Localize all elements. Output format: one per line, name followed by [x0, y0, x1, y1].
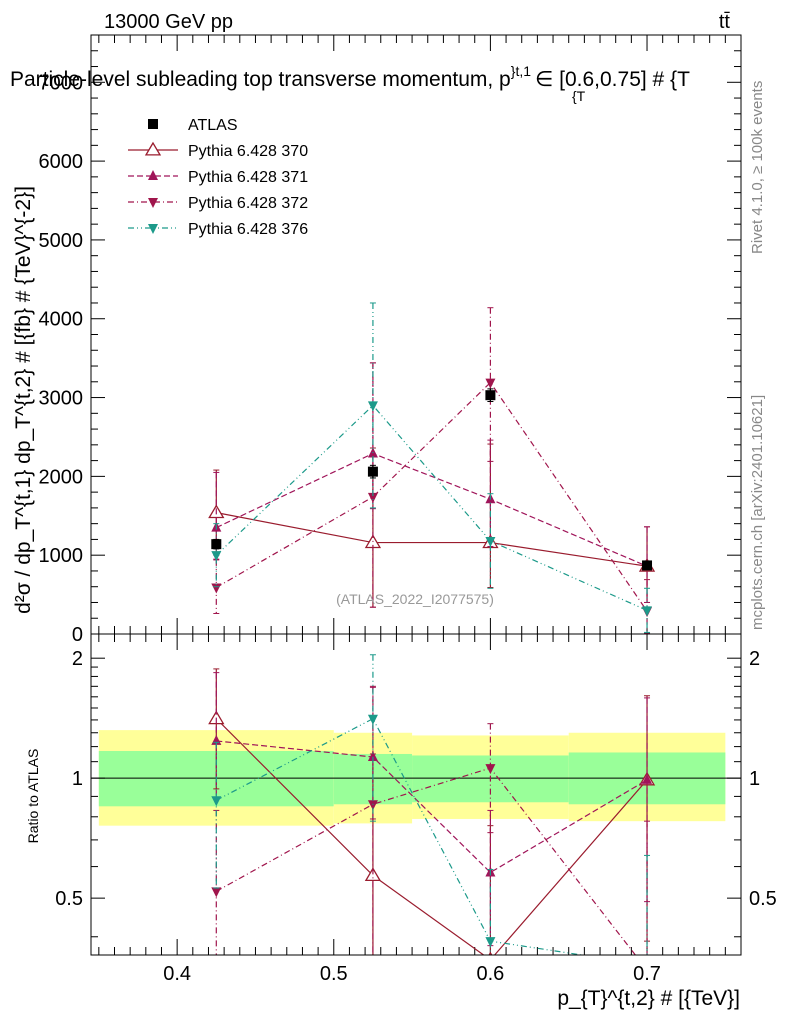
ratio-xtick-label: 0.7: [633, 963, 661, 985]
main-ytick-label: 1000: [39, 545, 84, 567]
main-ytick-label: 3000: [39, 388, 84, 410]
main-point-p376: [367, 401, 378, 412]
side-rivet-label: Rivet 4.1.0, ≥ 100k events: [749, 81, 766, 254]
ratio-ytick-label-right: 2: [749, 648, 760, 670]
ratio-line-p376: [216, 717, 586, 955]
legend-marker-p376: [148, 224, 158, 234]
ratio-point-p372: [485, 764, 496, 775]
main-point-p372: [211, 583, 222, 594]
legend-marker-p370: [144, 141, 162, 156]
plot-title-sub: {T: [572, 88, 586, 104]
ratio-ytick-label-right: 1: [749, 768, 760, 790]
main-point-atlas: [211, 539, 222, 550]
ratio-ytick-label: 2: [72, 648, 83, 670]
main-line-p371: [216, 452, 648, 567]
ratio-panel: 0.5 0.5 1 1 2 2 0.4 0.5 0.6 0.7: [55, 634, 777, 985]
ratio-point-p370: [488, 951, 493, 955]
svg-text:Particle-level subleading top: Particle-level subleading top transverse…: [10, 63, 690, 91]
ratio-xtick-label: 0.4: [163, 963, 191, 985]
ratio-point-p376: [485, 937, 496, 948]
ratio-point-p371: [642, 773, 653, 784]
ratio-series-p376: [211, 654, 651, 955]
header-process-label: 13000 GeV pp: [104, 11, 233, 33]
main-series-atlas: [211, 388, 653, 571]
main-ytick-label: 2000: [39, 466, 84, 488]
legend-label-p371: Pythia 6.428 371: [188, 169, 308, 186]
legend-item-atlas: ATLAS: [148, 117, 238, 134]
side-mcplots-text: mcplots.cern.ch [arXiv:2401.10621]: [749, 395, 766, 630]
ratio-point-p376: [211, 796, 222, 807]
main-ytick-label: 0: [72, 624, 83, 646]
main-point-atlas: [485, 390, 496, 401]
main-panel: 0 1000 2000 3000 4000 5000 6000 7000: [39, 35, 741, 646]
ratio-point-p372: [367, 800, 378, 811]
plot-title-main: Particle-level subleading top transverse…: [10, 68, 511, 91]
legend: ATLAS Pythia 6.428 370 Pythia 6.428 371 Pyt…: [128, 117, 308, 238]
ratio-xtick-label: 0.6: [476, 963, 504, 985]
ratio-series-group: [208, 654, 656, 955]
main-point-p376: [211, 551, 222, 562]
main-point-p376: [642, 606, 653, 617]
main-line-p376: [215, 404, 648, 611]
ratio-ytick-label: 1: [72, 768, 83, 790]
main-series-p371: [211, 362, 653, 603]
ratio-ylabel: Ratio to ATLAS: [25, 749, 41, 844]
plot-title-sup: }: [511, 63, 516, 79]
legend-label-p376: Pythia 6.428 376: [188, 221, 308, 238]
ratio-line-p372: [216, 767, 637, 955]
ratio-point-p372: [211, 887, 222, 898]
plot-title-rest: ∈ [0.6,0.75] # {T: [535, 68, 690, 91]
main-point-p376: [485, 536, 496, 547]
legend-label-p372: Pythia 6.428 372: [188, 195, 308, 212]
main-ytick-label: 5000: [39, 230, 84, 252]
ratio-xtick-label: 0.5: [320, 963, 348, 985]
ratio-point-p376: [367, 714, 378, 725]
legend-item-p371: Pythia 6.428 371: [128, 169, 308, 186]
main-series-group: [208, 302, 656, 634]
ratio-ytick-label: 0.5: [55, 888, 83, 910]
legend-item-p372: Pythia 6.428 372: [128, 195, 308, 212]
main-series-p372: [211, 307, 653, 634]
ratio-xlabel: p_{T}^{t,2} # [{TeV}]: [557, 987, 740, 1010]
main-point-p372: [367, 492, 378, 503]
legend-marker-p371: [148, 170, 158, 180]
ratio-ylabel-text: Ratio to ATLAS: [25, 749, 41, 844]
ratio-ytick-label-right: 0.5: [749, 888, 777, 910]
plot-title: Particle-level subleading top transverse…: [10, 63, 690, 104]
main-ylabel-text: d²σ / dp_T^{t,1} dp_T^{t,2} # [{fb} # {T…: [12, 186, 35, 614]
side-mcplots-label: mcplots.cern.ch [arXiv:2401.10621]: [749, 395, 766, 630]
main-ytick-label: 7000: [39, 72, 84, 94]
main-point-atlas: [367, 466, 378, 477]
legend-marker-p372: [148, 198, 158, 208]
main-point-atlas: [642, 560, 653, 571]
ratio-line-p371: [216, 740, 648, 874]
analysis-watermark: (ATLAS_2022_I2077575): [336, 591, 494, 607]
main-line-p372: [216, 381, 648, 612]
legend-marker-atlas: [148, 119, 158, 129]
legend-item-p370: Pythia 6.428 370: [128, 141, 308, 160]
main-ytick-label: 4000: [39, 309, 84, 331]
plot-title-sup2: t,1: [515, 63, 531, 79]
ratio-series-p372: [211, 685, 651, 955]
main-line-p370: [216, 512, 648, 567]
legend-label-p370: Pythia 6.428 370: [188, 143, 308, 160]
main-ylabel: d²σ / dp_T^{t,1} dp_T^{t,2} # [{fb} # {T…: [12, 186, 35, 614]
legend-label-atlas: ATLAS: [188, 117, 238, 134]
main-point-p372: [485, 378, 496, 389]
header-channel-label: tt̄: [719, 11, 731, 33]
legend-item-p376: Pythia 6.428 376: [128, 221, 308, 238]
ratio-point-p370: [364, 867, 382, 882]
main-ytick-label: 6000: [39, 151, 84, 173]
ratio-panel-frame: [90, 633, 742, 956]
side-rivet-text: Rivet 4.1.0, ≥ 100k events: [749, 81, 766, 254]
main-series-p370: [208, 443, 656, 608]
main-series-p376: [211, 302, 653, 633]
